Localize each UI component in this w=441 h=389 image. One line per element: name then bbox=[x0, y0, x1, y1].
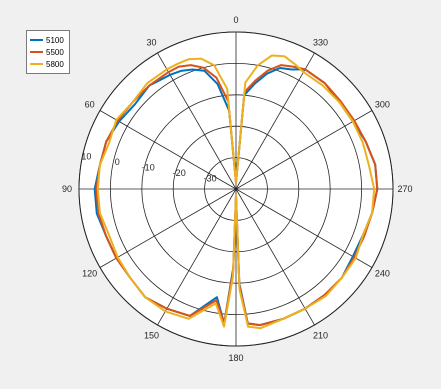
legend-swatch-5500 bbox=[30, 51, 43, 53]
angle-tick-label: 270 bbox=[397, 184, 412, 194]
radial-tick-label: -30 bbox=[204, 174, 217, 184]
angle-tick-label: 60 bbox=[85, 100, 95, 110]
radial-tick-labels: -30 -20 -10 0 10 bbox=[81, 152, 216, 184]
angular-gridline bbox=[235, 110, 373, 190]
radial-tick-label: 10 bbox=[81, 152, 91, 162]
series-line-5800 bbox=[96, 54, 376, 330]
legend-swatch-5100 bbox=[30, 39, 43, 41]
angle-tick-label: 180 bbox=[228, 353, 243, 363]
legend: 5100 5500 5800 bbox=[26, 30, 70, 74]
angle-tick-label: 120 bbox=[82, 269, 97, 279]
legend-swatch-5800 bbox=[30, 63, 43, 65]
legend-item-5100: 5100 bbox=[30, 34, 67, 46]
legend-item-5800: 5800 bbox=[30, 58, 67, 70]
radial-tick-label: -10 bbox=[142, 163, 155, 173]
radial-tick-label: -20 bbox=[173, 168, 186, 178]
angle-tick-label: 330 bbox=[313, 38, 328, 48]
radial-tick-label: 0 bbox=[115, 157, 120, 167]
legend-label-5100: 5100 bbox=[46, 35, 64, 45]
polar-axes-outline bbox=[78, 31, 394, 347]
angle-tick-label: 240 bbox=[375, 269, 390, 279]
angular-gridline bbox=[157, 188, 237, 326]
angular-gridline bbox=[157, 52, 237, 190]
angle-tick-label: 300 bbox=[375, 100, 390, 110]
angle-tick-label: 90 bbox=[62, 184, 72, 194]
legend-label-5500: 5500 bbox=[46, 47, 64, 57]
angular-gridline bbox=[235, 188, 373, 268]
legend-item-5500: 5500 bbox=[30, 46, 67, 58]
angle-tick-label: 0 bbox=[233, 15, 238, 25]
angle-tick-labels: 0 30 60 90 120 150 180 210 240 270 300 330 bbox=[62, 15, 413, 363]
series-layer bbox=[93, 54, 379, 330]
angle-tick-label: 150 bbox=[144, 330, 159, 340]
angular-gridline bbox=[235, 188, 315, 326]
angular-gridline bbox=[99, 188, 237, 268]
legend-label-5800: 5800 bbox=[46, 59, 64, 69]
angle-tick-label: 30 bbox=[146, 38, 156, 48]
angular-gridline bbox=[99, 110, 237, 190]
angle-tick-label: 210 bbox=[313, 330, 328, 340]
angular-gridline bbox=[235, 52, 315, 190]
